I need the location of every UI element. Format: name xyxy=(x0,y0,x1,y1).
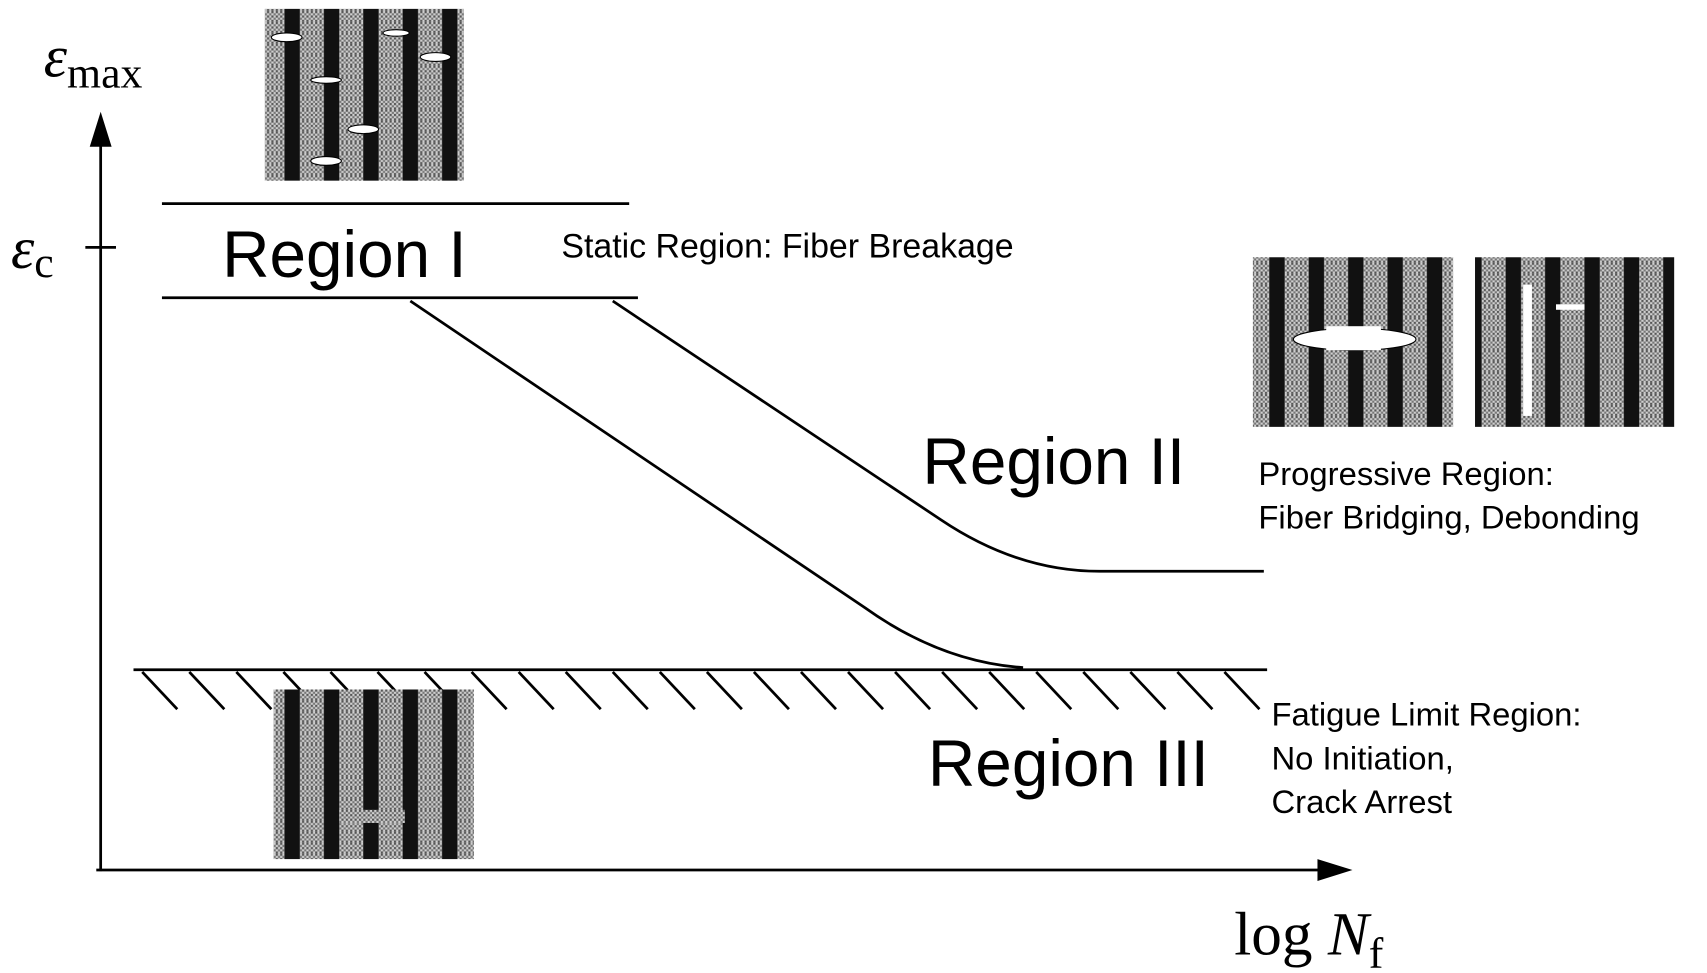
hatch-line xyxy=(895,672,930,709)
fiber-image-i xyxy=(265,9,464,181)
region-name: Region II xyxy=(922,425,1185,498)
hatch-line xyxy=(566,672,601,709)
hatch-line xyxy=(142,672,177,709)
region-name: Region I xyxy=(222,218,467,291)
subscript: max xyxy=(67,50,142,98)
subscript: c xyxy=(34,239,53,287)
fiber-image-ii-b xyxy=(1475,257,1674,427)
fiber-image-iii xyxy=(274,689,474,859)
prefix: log xyxy=(1234,900,1312,968)
x-arrow xyxy=(1317,859,1352,881)
region-description: Crack Arrest xyxy=(1271,783,1452,820)
hatch-line xyxy=(707,672,742,709)
region-name: Region III xyxy=(928,727,1209,800)
x-axis-label: log Nf xyxy=(1234,900,1383,973)
hatch-line xyxy=(236,672,271,709)
y-tick-label: εc xyxy=(11,215,54,287)
hatch-line xyxy=(848,672,883,709)
region-description: Static Region: Fiber Breakage xyxy=(561,227,1013,265)
region-description: Progressive Region: xyxy=(1258,455,1553,492)
hatch-line xyxy=(1130,672,1165,709)
fiber-image-ii-a xyxy=(1253,257,1453,427)
hatch-line xyxy=(519,672,554,709)
hatch-line xyxy=(801,672,836,709)
hatch-line xyxy=(1036,672,1071,709)
hatch-line xyxy=(942,672,977,709)
region-description: No Initiation, xyxy=(1271,739,1453,776)
region-description: Fiber Bridging, Debonding xyxy=(1258,499,1639,536)
hatch-line xyxy=(660,672,695,709)
symbol: N xyxy=(1327,900,1372,968)
hatch-line xyxy=(1177,672,1212,709)
hatch-line xyxy=(1083,672,1118,709)
y-axis-label: εmax xyxy=(44,24,143,98)
subscript: f xyxy=(1369,929,1384,973)
symbol: ε xyxy=(11,215,35,281)
hatch-line xyxy=(472,672,507,709)
region-description: Fatigue Limit Region: xyxy=(1271,696,1581,733)
y-arrow xyxy=(90,112,112,147)
symbol: ε xyxy=(44,24,68,90)
hatch-line xyxy=(189,672,224,709)
hatch-line xyxy=(754,672,789,709)
hatch-line xyxy=(613,672,648,709)
hatch-line xyxy=(989,672,1024,709)
hatch-line xyxy=(1224,672,1259,709)
fatigue-life-diagram: εmax εc log Nf Region I Static Region: F… xyxy=(0,0,1707,973)
